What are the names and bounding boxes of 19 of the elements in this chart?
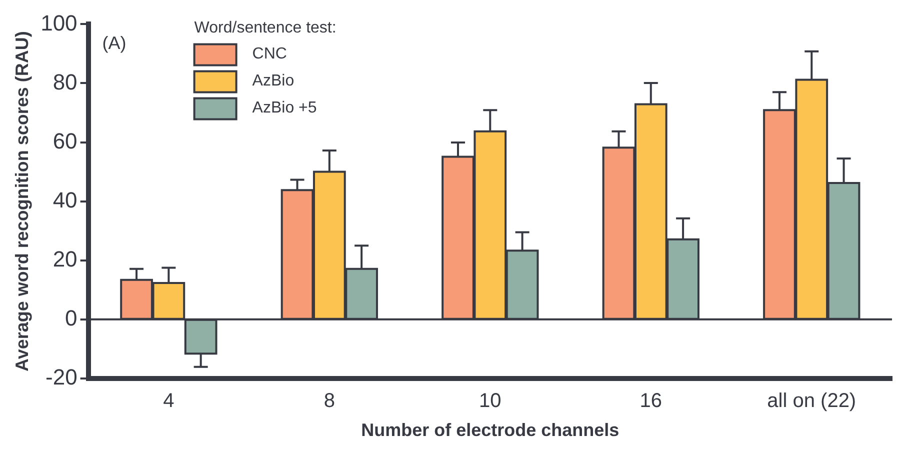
x-tick-label: all on (22)	[767, 390, 856, 412]
legend-label: CNC	[252, 46, 287, 63]
x-tick-label: 4	[163, 390, 174, 412]
y-tick-label: 20	[52, 246, 78, 272]
legend-label: AzBio +5	[252, 100, 317, 117]
legend-label: AzBio	[252, 72, 294, 90]
x-tick-label: 10	[479, 390, 502, 412]
x-tick-label: 8	[324, 390, 335, 412]
y-tick-label: 100	[40, 10, 78, 36]
legend-title: Word/sentence test:	[194, 20, 336, 37]
y-axis-title: Average word recognition scores (RAU)	[12, 31, 32, 372]
y-tick-label: 60	[52, 128, 78, 154]
x-axis-title: Number of electrode channels	[361, 420, 620, 440]
y-tick-label: -20	[46, 364, 78, 390]
y-tick-label: 80	[52, 69, 78, 94]
y-tick-label: 0	[65, 305, 78, 330]
annotation: (A)	[102, 33, 126, 54]
x-tick-label: 16	[640, 390, 662, 412]
y-tick-label: 40	[52, 187, 78, 212]
